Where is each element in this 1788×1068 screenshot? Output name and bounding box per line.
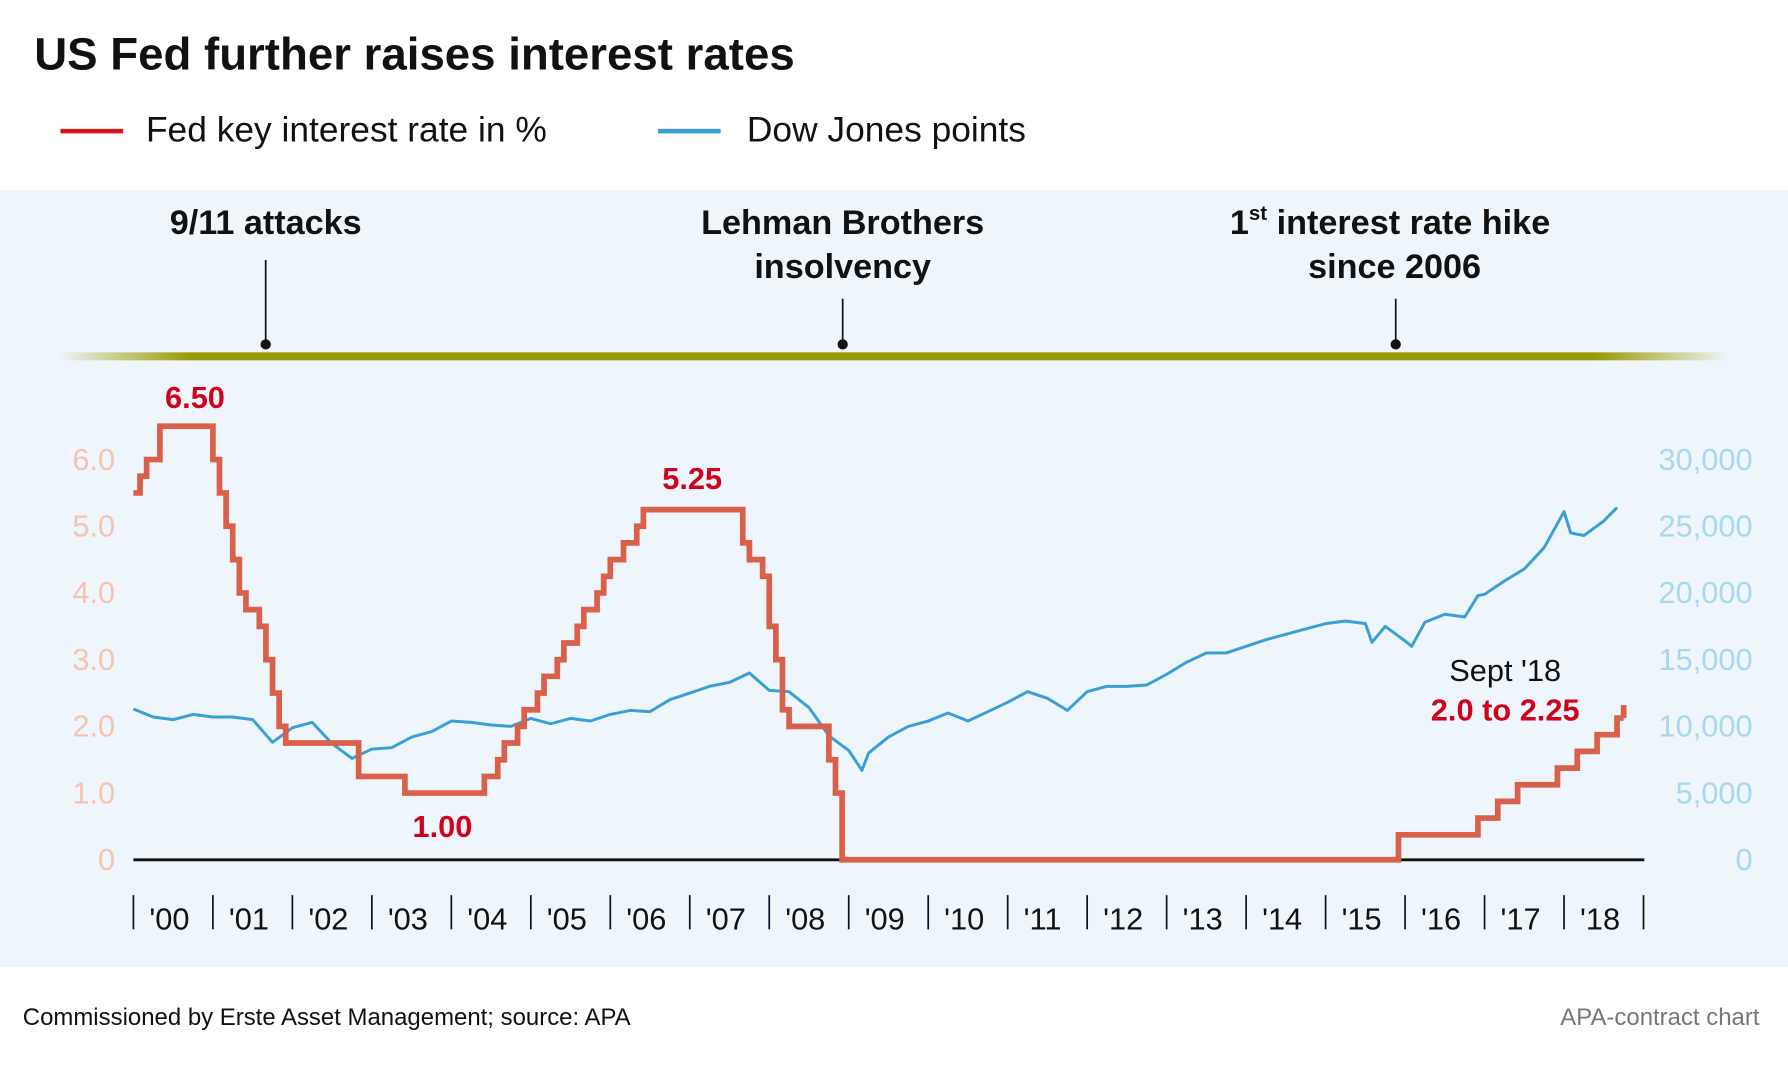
x-tick-label: '08 xyxy=(785,901,825,936)
y-tick-label-left: 0 xyxy=(98,842,115,877)
x-tick-label: '15 xyxy=(1342,901,1382,936)
data-label-peak-2006: 5.25 xyxy=(662,461,722,496)
x-tick-label: '13 xyxy=(1183,901,1223,936)
legend-label: Dow Jones points xyxy=(746,109,1026,150)
annotation-dot xyxy=(837,339,848,350)
y-axis-left: 0 1.0 2.0 3.0 4.0 5.0 6.0 xyxy=(72,442,115,877)
y-tick-label-right: 5,000 xyxy=(1676,775,1753,810)
footer-source: Commissioned by Erste Asset Management; … xyxy=(22,1004,631,1031)
annotation-911: 9/11 attacks xyxy=(170,204,362,350)
x-tick-label: '02 xyxy=(308,901,348,936)
y-tick-label-left: 5.0 xyxy=(72,509,115,544)
annotation-label: Lehman Brothers xyxy=(701,204,984,242)
x-tick-label: '11 xyxy=(1024,901,1062,936)
series-line-dow-jones xyxy=(132,506,1619,772)
x-tick-label: '00 xyxy=(149,901,189,936)
x-tick-label: '06 xyxy=(626,901,666,936)
y-tick-label-left: 4.0 xyxy=(72,575,115,610)
x-tick-label: '04 xyxy=(467,901,507,936)
annotation-first-hike: 1st interest rate hike since 2006 xyxy=(1230,202,1550,350)
y-tick-label-right: 15,000 xyxy=(1659,642,1753,677)
gridlines xyxy=(133,391,1645,862)
legend-label: Fed key interest rate in % xyxy=(145,109,547,150)
annotation-dot xyxy=(1390,339,1401,350)
legend-swatch-red xyxy=(60,128,124,134)
y-tick-label-left: 3.0 xyxy=(72,642,115,677)
data-label-sept-18: Sept '18 xyxy=(1449,653,1561,688)
plot-background xyxy=(0,190,1788,967)
y-axis-right: 0 5,000 10,000 15,000 20,000 25,000 30,000 xyxy=(1659,442,1753,877)
y-tick-label-right: 0 xyxy=(1736,842,1753,877)
x-tick-label: '14 xyxy=(1262,901,1302,936)
legend-swatch-blue xyxy=(657,128,721,134)
chart-title: US Fed further raises interest rates xyxy=(34,29,795,80)
x-tick-label: '17 xyxy=(1501,901,1541,936)
data-label-peak-2000: 6.50 xyxy=(165,380,225,415)
footer-credit: APA-contract chart xyxy=(1560,1004,1760,1031)
x-tick-label: '16 xyxy=(1421,901,1461,936)
annotation-label: 1st interest rate hike xyxy=(1230,202,1550,242)
x-tick-label: '10 xyxy=(944,901,984,936)
series-line-fed-rate xyxy=(133,423,1624,863)
x-tick-label: '07 xyxy=(706,901,746,936)
y-tick-label-right: 25,000 xyxy=(1659,509,1753,544)
y-tick-label-right: 30,000 xyxy=(1659,442,1753,477)
x-tick-label: '05 xyxy=(547,901,587,936)
y-tick-label-right: 10,000 xyxy=(1659,709,1753,744)
annotation-dot xyxy=(260,339,271,350)
x-tick-label: '03 xyxy=(388,901,428,936)
y-tick-label-left: 1.0 xyxy=(72,775,115,810)
x-tick-label: '09 xyxy=(865,901,905,936)
annotation-label: 9/11 attacks xyxy=(170,204,362,242)
y-tick-label-left: 6.0 xyxy=(72,442,115,477)
annotation-label: since 2006 xyxy=(1308,248,1481,286)
series-group xyxy=(132,423,1627,863)
y-tick-label-left: 2.0 xyxy=(72,709,115,744)
annotation-lehman: Lehman Brothers insolvency xyxy=(701,204,984,350)
data-label-current-range: 2.0 to 2.25 xyxy=(1431,693,1580,728)
x-tick-label: '12 xyxy=(1103,901,1143,936)
x-axis: '00 '01 '02 '03 '04 '05 '06 '07 '08 '09 '10 '11 '12 '… xyxy=(132,895,1645,936)
x-tick-label: '18 xyxy=(1580,901,1620,936)
annotation-label: insolvency xyxy=(754,248,931,286)
timeline-band xyxy=(57,352,1729,361)
data-label-low-2003: 1.00 xyxy=(412,809,472,844)
y-tick-label-right: 20,000 xyxy=(1659,575,1753,610)
x-tick-label: '01 xyxy=(229,901,269,936)
